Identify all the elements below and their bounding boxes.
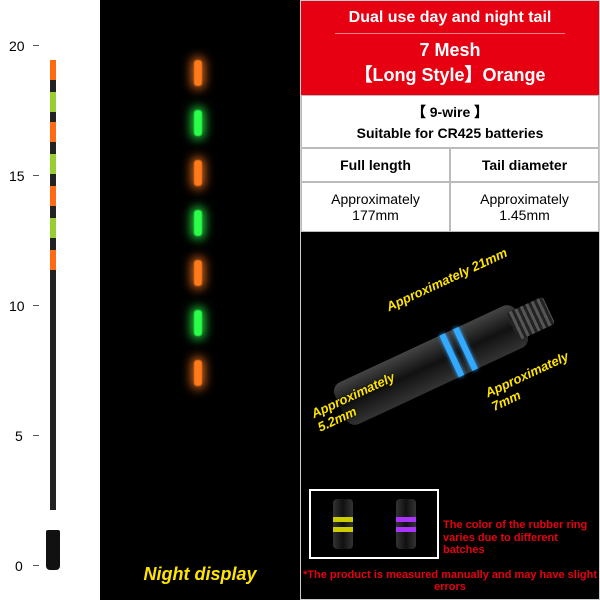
scale-20: 20 bbox=[9, 38, 25, 54]
spec-headers: Full length Tail diameter bbox=[301, 148, 599, 182]
ring-color-inset bbox=[309, 489, 439, 559]
scale-5: 5 bbox=[15, 428, 23, 444]
closeup-photo: Approximately 21mm Approximately 5.2mm A… bbox=[301, 232, 599, 599]
float-stick-night bbox=[195, 60, 201, 460]
scale-0: 0 bbox=[15, 558, 23, 574]
anno-21mm: Approximately 21mm bbox=[384, 245, 510, 314]
scale: 20 15 10 5 0 bbox=[5, 0, 45, 580]
spec-v1: Approximately 177mm bbox=[301, 182, 450, 232]
spec-values: Approximately 177mm Approximately 1.45mm bbox=[301, 182, 599, 232]
scale-10: 10 bbox=[9, 298, 25, 314]
battery-label: Suitable for CR425 batteries bbox=[306, 125, 594, 141]
header-style: 【Long Style】Orange bbox=[305, 61, 595, 87]
thread-icon bbox=[506, 296, 555, 340]
ring-note: The color of the rubber ring varies due … bbox=[443, 519, 593, 557]
day-view-panel: 20 15 10 5 0 bbox=[0, 0, 100, 600]
scale-15: 15 bbox=[9, 168, 25, 184]
footnote: *The product is measured manually and ma… bbox=[301, 569, 599, 593]
header-title: Dual use day and night tail bbox=[305, 9, 595, 27]
spec-h1: Full length bbox=[301, 148, 450, 182]
spec-v2: Approximately 1.45mm bbox=[450, 182, 599, 232]
spec-card: Dual use day and night tail 7 Mesh 【Long… bbox=[300, 0, 600, 600]
header-mesh: 7 Mesh bbox=[305, 40, 595, 61]
float-base-day bbox=[46, 530, 60, 570]
spec-h2: Tail diameter bbox=[450, 148, 599, 182]
night-view-panel: Night display bbox=[100, 0, 300, 600]
wire-label: 【 9-wire 】 bbox=[306, 102, 594, 122]
night-display-label: Night display bbox=[100, 564, 300, 585]
wire-row: 【 9-wire 】 Suitable for CR425 batteries bbox=[301, 95, 599, 148]
header-red: Dual use day and night tail 7 Mesh 【Long… bbox=[301, 1, 599, 95]
float-stick-day bbox=[50, 60, 56, 510]
